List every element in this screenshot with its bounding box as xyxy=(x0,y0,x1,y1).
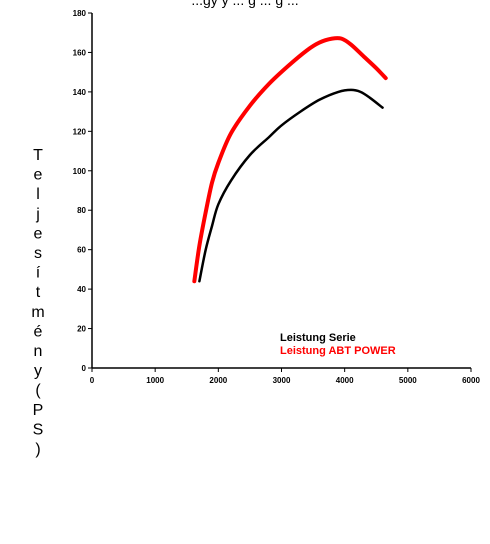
chart-title: ...gy y ... g ... g ... xyxy=(191,0,298,8)
y-axis-label-char: é xyxy=(34,323,43,340)
y-axis-label-char: n xyxy=(34,343,43,360)
y-tick-label: 40 xyxy=(77,285,86,294)
y-axis-label-char: l xyxy=(36,186,40,203)
y-axis-label-char: ( xyxy=(35,382,41,399)
y-axis-label-char: j xyxy=(35,206,40,223)
y-axis-label-char: m xyxy=(31,304,44,321)
y-axis-label-char: e xyxy=(34,225,43,242)
y-axis-label-char: S xyxy=(33,421,44,438)
y-tick-label: 60 xyxy=(77,246,86,255)
series-line-abt-power xyxy=(192,36,388,284)
y-axis-label-char: í xyxy=(36,265,41,282)
y-tick-label: 180 xyxy=(73,9,87,18)
y-axis-label-char: y xyxy=(34,363,42,380)
x-tick-label: 2000 xyxy=(209,376,227,385)
x-ticks: 0 1000 2000 3000 4000 5000 6000 xyxy=(90,368,480,385)
y-tick-label: 160 xyxy=(73,48,87,57)
y-axis-label-char: ) xyxy=(35,441,40,458)
series-lines xyxy=(192,36,388,284)
y-tick-label: 140 xyxy=(73,88,87,97)
y-axis-label-char: e xyxy=(34,167,43,184)
x-tick-label: 3000 xyxy=(273,376,291,385)
y-tick-label: 100 xyxy=(73,167,87,176)
y-tick-label: 80 xyxy=(77,206,86,215)
chart-title-text: ...gy y ... g ... g ... xyxy=(191,0,298,8)
y-axis-label-char: s xyxy=(34,245,42,262)
y-tick-label: 120 xyxy=(73,127,87,136)
legend-entry: Leistung ABT POWER xyxy=(280,345,396,357)
x-tick-label: 6000 xyxy=(462,376,480,385)
x-tick-label: 0 xyxy=(90,376,95,385)
y-axis-label-char: t xyxy=(36,284,41,301)
x-tick-label: 1000 xyxy=(146,376,164,385)
y-tick-label: 0 xyxy=(82,364,87,373)
x-tick-label: 5000 xyxy=(399,376,417,385)
axes xyxy=(91,13,471,369)
series-line-serie xyxy=(198,88,384,283)
x-tick-label: 4000 xyxy=(336,376,354,385)
legend-entry: Leistung Serie xyxy=(280,332,356,344)
y-axis-label-char: P xyxy=(33,402,44,419)
y-ticks: 0 20 40 60 80 100 120 140 160 180 xyxy=(73,9,92,373)
y-tick-label: 20 xyxy=(77,325,86,334)
y-axis-label-char: T xyxy=(33,147,43,164)
